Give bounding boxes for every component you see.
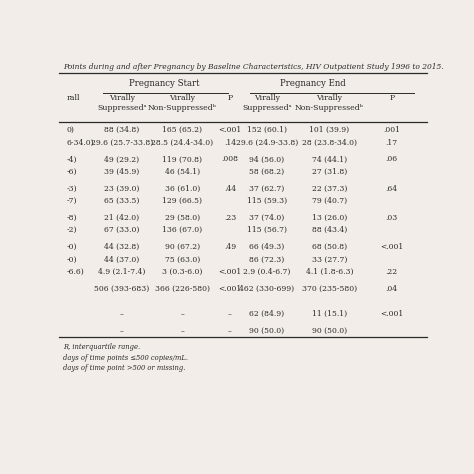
Text: .04: .04 — [386, 284, 398, 292]
Text: –: – — [120, 310, 124, 318]
Text: <.001: <.001 — [380, 243, 403, 251]
Text: 37 (62.7): 37 (62.7) — [249, 185, 284, 192]
Text: –: – — [120, 327, 124, 335]
Text: 366 (226-580): 366 (226-580) — [155, 284, 210, 292]
Text: 90 (50.0): 90 (50.0) — [249, 327, 284, 335]
Text: 23 (39.0): 23 (39.0) — [104, 185, 139, 192]
Text: -6.6): -6.6) — [66, 268, 84, 276]
Text: 4.1 (1.8-6.3): 4.1 (1.8-6.3) — [306, 268, 353, 276]
Text: 67 (33.0): 67 (33.0) — [104, 226, 139, 234]
Text: Points during and after Pregnancy by Baseline Characteristics, HIV Outpatient St: Points during and after Pregnancy by Bas… — [63, 63, 444, 71]
Text: 39 (45.9): 39 (45.9) — [104, 168, 139, 176]
Text: 58 (68.2): 58 (68.2) — [249, 168, 284, 176]
Text: 36 (61.0): 36 (61.0) — [164, 185, 200, 192]
Text: 506 (393-683): 506 (393-683) — [94, 284, 149, 292]
Text: 119 (70.8): 119 (70.8) — [162, 155, 202, 164]
Text: <.001: <.001 — [380, 310, 403, 318]
Text: 44 (32.8): 44 (32.8) — [104, 243, 139, 251]
Text: 136 (67.0): 136 (67.0) — [162, 226, 202, 234]
Text: <.001: <.001 — [219, 284, 242, 292]
Text: .49: .49 — [224, 243, 236, 251]
Text: .008: .008 — [221, 155, 238, 164]
Text: 62 (84.9): 62 (84.9) — [249, 310, 284, 318]
Text: -6): -6) — [66, 168, 77, 176]
Text: -8): -8) — [66, 214, 77, 222]
Text: 2.9 (0.4-6.7): 2.9 (0.4-6.7) — [243, 268, 291, 276]
Text: 68 (50.8): 68 (50.8) — [312, 243, 347, 251]
Text: 66 (49.3): 66 (49.3) — [249, 243, 284, 251]
Text: 75 (63.0): 75 (63.0) — [164, 255, 200, 264]
Text: 101 (39.9): 101 (39.9) — [309, 126, 349, 134]
Text: 74 (44.1): 74 (44.1) — [312, 155, 347, 164]
Text: .22: .22 — [386, 268, 398, 276]
Text: days of time points ≤500 copies/mL.: days of time points ≤500 copies/mL. — [63, 354, 188, 362]
Text: 0): 0) — [66, 126, 74, 134]
Text: -0): -0) — [66, 255, 77, 264]
Text: 28 (23.8-34.0): 28 (23.8-34.0) — [302, 138, 357, 146]
Text: 370 (235-580): 370 (235-580) — [301, 284, 357, 292]
Text: 115 (56.7): 115 (56.7) — [247, 226, 287, 234]
Text: 13 (26.0): 13 (26.0) — [311, 214, 347, 222]
Text: .001: .001 — [383, 126, 400, 134]
Text: -7): -7) — [66, 197, 77, 205]
Text: 88 (34.8): 88 (34.8) — [104, 126, 139, 134]
Text: Virally
Non-Suppressedᵇ: Virally Non-Suppressedᵇ — [295, 94, 364, 112]
Text: 29.6 (25.7-33.8): 29.6 (25.7-33.8) — [91, 138, 153, 146]
Text: .44: .44 — [224, 185, 236, 192]
Text: 22 (37.3): 22 (37.3) — [311, 185, 347, 192]
Text: 165 (65.2): 165 (65.2) — [162, 126, 202, 134]
Text: Virally
Non-Suppressedᵇ: Virally Non-Suppressedᵇ — [148, 94, 217, 112]
Text: –: – — [181, 310, 184, 318]
Text: .17: .17 — [386, 138, 398, 146]
Text: 4.9 (2.1-7.4): 4.9 (2.1-7.4) — [98, 268, 146, 276]
Text: 29 (58.0): 29 (58.0) — [165, 214, 200, 222]
Text: 28.5 (24.4-34.0): 28.5 (24.4-34.0) — [151, 138, 213, 146]
Text: P: P — [228, 94, 233, 102]
Text: 44 (37.0): 44 (37.0) — [104, 255, 139, 264]
Text: <.001: <.001 — [219, 126, 242, 134]
Text: 94 (56.0): 94 (56.0) — [249, 155, 284, 164]
Text: 152 (60.1): 152 (60.1) — [247, 126, 287, 134]
Text: -2): -2) — [66, 226, 77, 234]
Text: days of time point >500 or missing.: days of time point >500 or missing. — [63, 364, 185, 372]
Text: –: – — [228, 310, 232, 318]
Text: Virally
Suppressedᵃ: Virally Suppressedᵃ — [242, 94, 292, 112]
Text: .14: .14 — [224, 138, 236, 146]
Text: 129 (66.5): 129 (66.5) — [162, 197, 202, 205]
Text: -3): -3) — [66, 185, 77, 192]
Text: 6-34.0): 6-34.0) — [66, 138, 94, 146]
Text: 88 (43.4): 88 (43.4) — [311, 226, 347, 234]
Text: Pregnancy End: Pregnancy End — [280, 79, 346, 88]
Text: 90 (50.0): 90 (50.0) — [312, 327, 347, 335]
Text: -4): -4) — [66, 155, 77, 164]
Text: Virally
Suppressedᵃ: Virally Suppressedᵃ — [97, 94, 146, 112]
Text: 86 (72.3): 86 (72.3) — [249, 255, 284, 264]
Text: .64: .64 — [386, 185, 398, 192]
Text: rall: rall — [66, 94, 80, 102]
Text: 65 (33.5): 65 (33.5) — [104, 197, 139, 205]
Text: 33 (27.7): 33 (27.7) — [311, 255, 347, 264]
Text: –: – — [181, 327, 184, 335]
Text: 115 (59.3): 115 (59.3) — [247, 197, 287, 205]
Text: -0): -0) — [66, 243, 77, 251]
Text: –: – — [228, 327, 232, 335]
Text: R, interquartile range.: R, interquartile range. — [63, 343, 140, 351]
Text: 79 (40.7): 79 (40.7) — [312, 197, 347, 205]
Text: 46 (54.1): 46 (54.1) — [165, 168, 200, 176]
Text: 3 (0.3-6.0): 3 (0.3-6.0) — [162, 268, 202, 276]
Text: .03: .03 — [385, 214, 398, 222]
Text: .06: .06 — [386, 155, 398, 164]
Text: 49 (29.2): 49 (29.2) — [104, 155, 139, 164]
Text: .23: .23 — [224, 214, 236, 222]
Text: 27 (31.8): 27 (31.8) — [311, 168, 347, 176]
Text: 90 (67.2): 90 (67.2) — [165, 243, 200, 251]
Text: Pregnancy Start: Pregnancy Start — [129, 79, 199, 88]
Text: <.001: <.001 — [219, 268, 242, 276]
Text: 21 (42.0): 21 (42.0) — [104, 214, 139, 222]
Text: 29.6 (24.9-33.8): 29.6 (24.9-33.8) — [236, 138, 298, 146]
Text: 11 (15.1): 11 (15.1) — [312, 310, 347, 318]
Text: 37 (74.0): 37 (74.0) — [249, 214, 284, 222]
Text: P: P — [389, 94, 394, 102]
Text: 462 (330-699): 462 (330-699) — [239, 284, 294, 292]
